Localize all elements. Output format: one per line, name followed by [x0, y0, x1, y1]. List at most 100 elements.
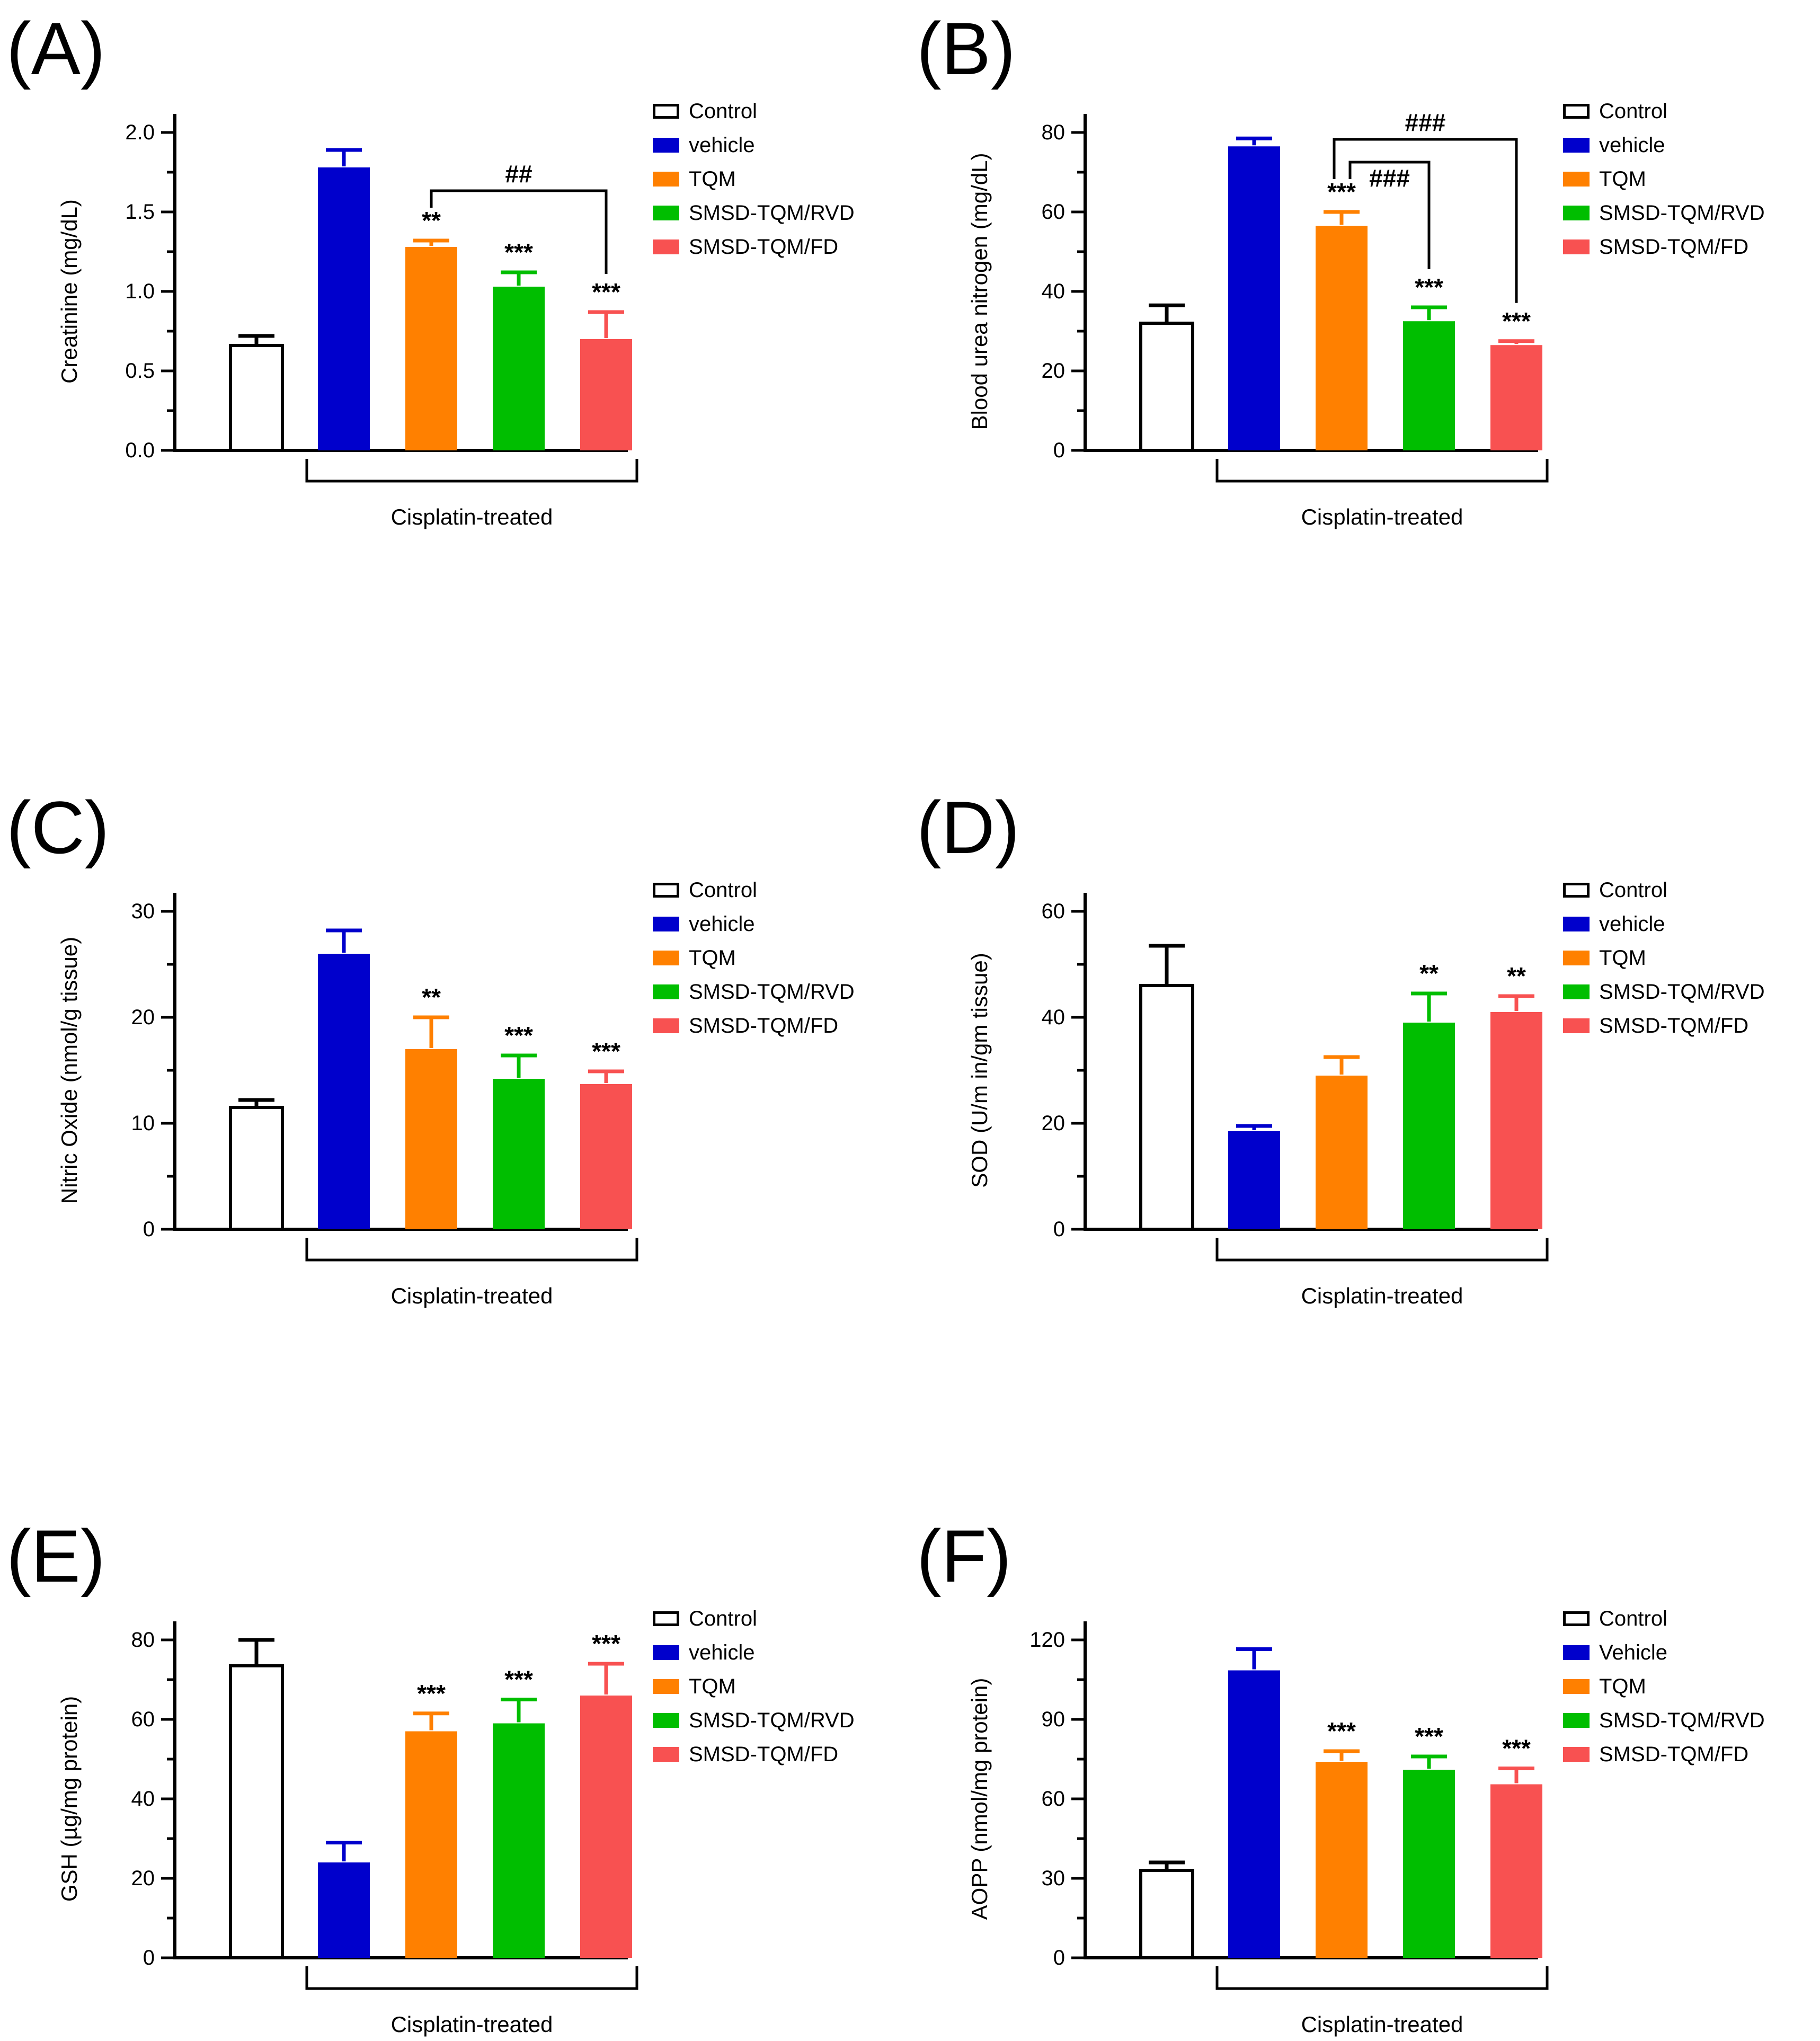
- legend-swatch-smsd-tqm-rvd: [653, 206, 679, 220]
- legend-label: SMSD-TQM/RVD: [1599, 1708, 1765, 1732]
- comparison-bracket-label: ###: [1369, 164, 1410, 192]
- legend-item: vehicle: [1563, 128, 1765, 162]
- legend-label: vehicle: [689, 912, 755, 936]
- bar-TQM: [1316, 1762, 1368, 1958]
- legend-swatch-control: [1563, 883, 1590, 898]
- bar-vehicle: [318, 954, 370, 1229]
- group-bracket-label: Cisplatin-treated: [1301, 1283, 1463, 1308]
- bar-vehicle: [1228, 146, 1280, 450]
- bar-vehicle: [318, 167, 370, 450]
- bar-Control: [229, 344, 284, 452]
- legend-swatch-tqm: [1563, 172, 1590, 187]
- group-bracket-label: Cisplatin-treated: [1301, 504, 1463, 529]
- y-tick-label: 0: [1053, 1218, 1065, 1241]
- comparison-bracket: [430, 189, 608, 274]
- bar-Control: [1139, 1869, 1194, 1959]
- legend-label: Control: [689, 878, 757, 902]
- legend: Control vehicle TQM SMSD-TQM/RVD SMSD-TQ…: [1563, 94, 1765, 264]
- group-bracket: [1215, 1966, 1549, 1990]
- significance-SMSD-TQM/RVD: ***: [504, 1022, 533, 1049]
- panel-letter: (E): [6, 1514, 105, 1598]
- group-bracket-label: Cisplatin-treated: [391, 2012, 553, 2037]
- y-tick-label: 40: [1042, 1006, 1066, 1029]
- legend-item: SMSD-TQM/FD: [653, 1009, 855, 1043]
- y-axis-title: AOPP (nmol/mg protein): [967, 1678, 992, 1920]
- comparison-bracket: [1333, 138, 1518, 303]
- legend-item: TQM: [653, 162, 855, 196]
- bar-SMSD-TQM/FD: [580, 339, 632, 450]
- legend-item: TQM: [653, 1670, 855, 1703]
- legend-label: Control: [1599, 99, 1667, 123]
- bar-Control: [229, 1664, 284, 1959]
- legend-item: Vehicle: [1563, 1636, 1765, 1670]
- y-tick-label: 60: [1042, 200, 1066, 224]
- legend-label: vehicle: [1599, 133, 1665, 157]
- group-bracket-label: Cisplatin-treated: [1301, 2012, 1463, 2037]
- legend-item: SMSD-TQM/RVD: [653, 196, 855, 230]
- bar-SMSD-TQM/FD: [580, 1084, 632, 1229]
- legend-swatch-tqm: [653, 1679, 679, 1694]
- legend-item: SMSD-TQM/RVD: [653, 1703, 855, 1737]
- legend-item: TQM: [1563, 941, 1765, 975]
- panel-letter: (D): [917, 786, 1020, 869]
- y-tick-label: 20: [131, 1867, 155, 1890]
- legend-label: TQM: [689, 946, 736, 970]
- legend-swatch-control: [653, 883, 679, 898]
- legend-item: SMSD-TQM/FD: [653, 230, 855, 264]
- bar-TQM: [405, 247, 457, 450]
- bar-SMSD-TQM/FD: [1490, 345, 1542, 450]
- bar-Control: [1139, 984, 1194, 1231]
- y-tick-label: 30: [131, 900, 155, 923]
- bar-vehicle: [1228, 1131, 1280, 1229]
- legend-swatch-tqm: [653, 951, 679, 965]
- legend-swatch-control: [653, 104, 679, 119]
- y-tick-label: 2.0: [125, 121, 155, 144]
- y-tick-label: 80: [131, 1628, 155, 1652]
- y-tick-label: 20: [1042, 359, 1066, 383]
- legend-label: Control: [689, 1607, 757, 1630]
- bar-SMSD-TQM/RVD: [493, 1079, 545, 1229]
- legend-item: SMSD-TQM/RVD: [1563, 975, 1765, 1009]
- panel-B: 0 20 40 60 80 Blood urea nitrogen (mg/dL) *** *…: [910, 0, 1820, 689]
- significance-TQM: ***: [417, 1680, 446, 1707]
- legend-swatch-smsd-tqm-rvd: [653, 1713, 679, 1728]
- legend-swatch-vehicle: [1563, 917, 1590, 931]
- y-tick-label: 40: [1042, 280, 1066, 303]
- significance-SMSD-TQM/FD: ***: [1502, 307, 1531, 335]
- bar-SMSD-TQM/RVD: [493, 1723, 545, 1958]
- comparison-bracket-label: ##: [505, 160, 532, 188]
- legend-swatch-tqm: [653, 172, 679, 187]
- panel-E: 0 20 40 60 80 GSH (µg/mg protein) *** *** *** Cis…: [0, 1507, 910, 2041]
- y-tick-label: 0: [1053, 439, 1065, 462]
- y-tick-label: 30: [1042, 1867, 1066, 1890]
- legend-label: SMSD-TQM/FD: [689, 1014, 839, 1037]
- legend: Control vehicle TQM SMSD-TQM/RVD SMSD-TQ…: [653, 1602, 855, 1771]
- y-tick-label: 0: [1053, 1946, 1065, 1969]
- bar-SMSD-TQM/FD: [1490, 1012, 1542, 1229]
- legend-item: SMSD-TQM/RVD: [653, 975, 855, 1009]
- legend-label: TQM: [689, 167, 736, 191]
- legend-swatch-smsd-tqm-rvd: [1563, 206, 1590, 220]
- legend-item: SMSD-TQM/RVD: [1563, 1703, 1765, 1737]
- legend-swatch-control: [1563, 1611, 1590, 1626]
- legend-swatch-smsd-tqm-rvd: [1563, 984, 1590, 999]
- legend-swatch-smsd-tqm-fd: [653, 239, 679, 254]
- legend-label: SMSD-TQM/FD: [1599, 1742, 1749, 1766]
- y-tick-label: 120: [1029, 1628, 1065, 1652]
- significance-TQM: **: [422, 207, 441, 234]
- legend-label: SMSD-TQM/FD: [689, 1742, 839, 1766]
- legend-item: vehicle: [653, 128, 855, 162]
- panel-letter: (F): [917, 1514, 1011, 1598]
- y-tick-label: 0.5: [125, 359, 155, 383]
- legend-item: SMSD-TQM/FD: [1563, 230, 1765, 264]
- legend-label: TQM: [1599, 946, 1646, 970]
- panel-letter: (A): [6, 7, 105, 90]
- bar-TQM: [405, 1731, 457, 1958]
- significance-TQM: ***: [1327, 178, 1356, 206]
- legend-item: Control: [1563, 1602, 1765, 1636]
- legend-label: vehicle: [689, 1640, 755, 1664]
- legend-item: TQM: [653, 941, 855, 975]
- legend-item: Control: [1563, 873, 1765, 907]
